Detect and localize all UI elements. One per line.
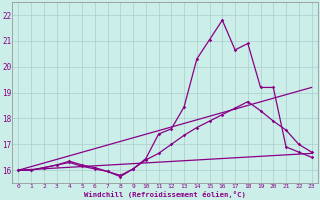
X-axis label: Windchill (Refroidissement éolien,°C): Windchill (Refroidissement éolien,°C)	[84, 191, 246, 198]
